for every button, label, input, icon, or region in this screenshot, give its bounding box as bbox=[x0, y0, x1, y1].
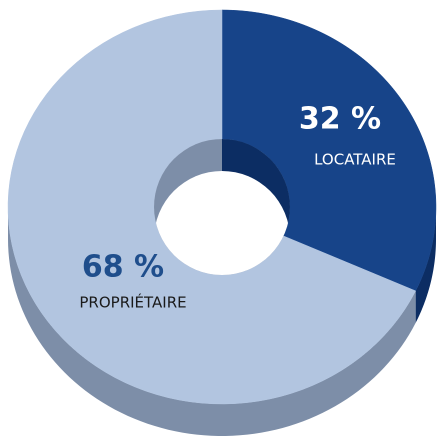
category-label: PROPRIÉTAIRE bbox=[79, 293, 186, 312]
value-label: 68 % bbox=[82, 250, 164, 285]
side-wall bbox=[8, 207, 416, 436]
category-label: LOCATAIRE bbox=[314, 151, 396, 169]
value-label: 32 % bbox=[299, 102, 381, 137]
side-wall bbox=[415, 207, 436, 323]
